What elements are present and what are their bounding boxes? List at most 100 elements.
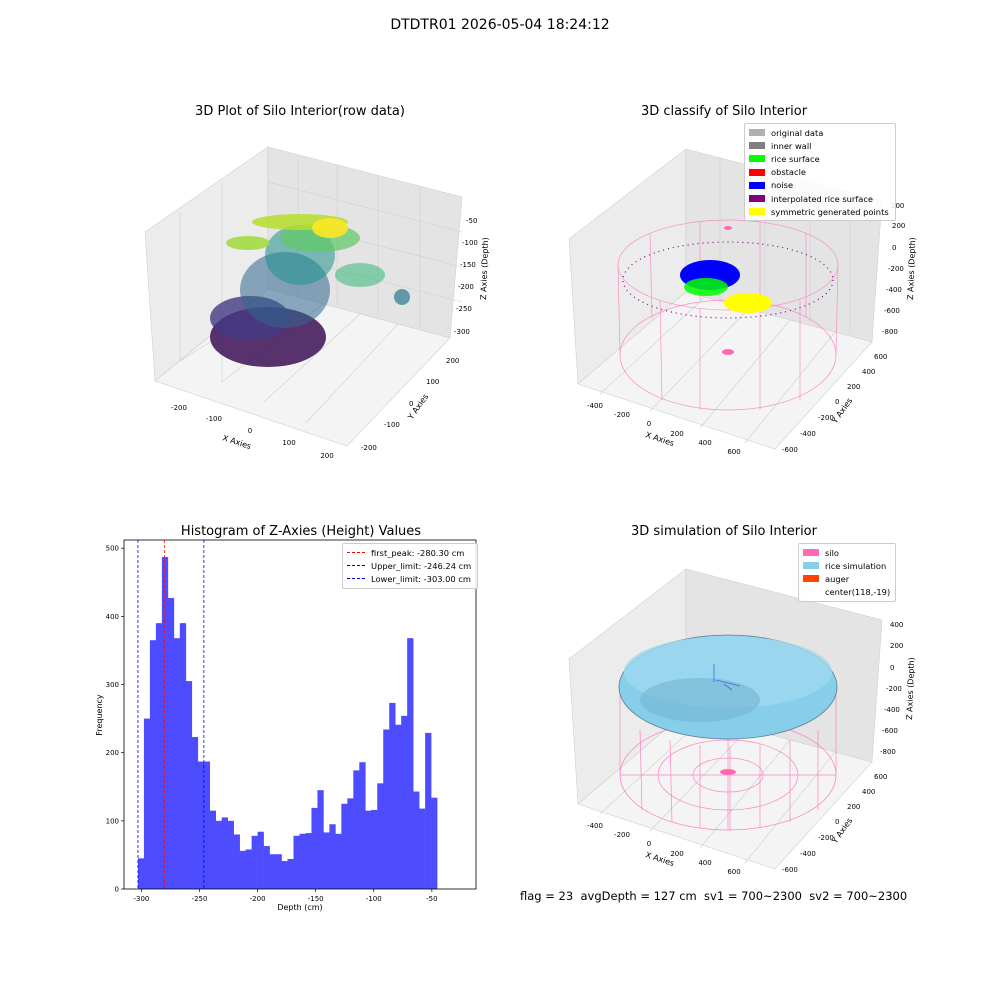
panel4-silo-center bbox=[720, 769, 736, 775]
legend-label: inner wall bbox=[771, 140, 812, 151]
histogram-bar bbox=[419, 808, 426, 889]
panel2-ylabel: Y Axies bbox=[830, 396, 855, 426]
panel1-xtick: 0 bbox=[248, 427, 252, 435]
histogram-bar bbox=[359, 762, 366, 889]
legend-label: auger bbox=[825, 573, 850, 584]
legend-label: rice surface bbox=[771, 153, 820, 164]
panel1-ytick: -200 bbox=[361, 444, 377, 452]
panel1-ztick: -50 bbox=[466, 217, 477, 225]
panel1-3d-plot: -200 -100 0 100 200 200 100 0 -100 -200 … bbox=[144, 146, 490, 460]
histogram-bar bbox=[263, 846, 270, 889]
panel2-xtick: 400 bbox=[698, 439, 711, 447]
panel4-ztick: -400 bbox=[884, 706, 900, 714]
histogram-bar bbox=[209, 810, 217, 889]
legend-label: silo bbox=[825, 547, 840, 558]
histogram-bar bbox=[311, 807, 318, 889]
panel4-rice-dip bbox=[640, 678, 760, 722]
panel2-ytick: -200 bbox=[818, 414, 834, 422]
panel4-title: 3D simulation of Silo Interior bbox=[631, 524, 817, 539]
histogram-bar bbox=[269, 854, 276, 889]
legend-label: obstacle bbox=[771, 167, 806, 178]
legend2-item: noise bbox=[749, 179, 891, 192]
histogram-bar bbox=[329, 824, 336, 889]
figure-title: DTDTR01 2026-05-04 18:24:12 bbox=[390, 17, 610, 33]
legend-label: noise bbox=[771, 180, 794, 191]
histogram-bar bbox=[365, 810, 372, 889]
histogram-bar bbox=[389, 702, 396, 889]
histogram-bar bbox=[197, 761, 205, 889]
histogram-bar bbox=[347, 798, 354, 889]
panel1-title: 3D Plot of Silo Interior(row data) bbox=[195, 104, 405, 119]
legend2-item: rice surface bbox=[749, 152, 891, 165]
histogram-xtick-label: -50 bbox=[426, 895, 437, 903]
histogram-bar bbox=[299, 833, 306, 889]
histogram-xtick-label: -300 bbox=[133, 895, 149, 903]
histogram-chart: -300 -250 -200 -150 -100 -50 0 100 200 300 400 500… bbox=[95, 539, 477, 912]
legend-label: rice simulation bbox=[825, 560, 887, 571]
panel2-title: 3D classify of Silo Interior bbox=[640, 104, 808, 119]
histogram-bar bbox=[287, 859, 294, 889]
histogram-bar bbox=[431, 797, 438, 889]
histogram-bar bbox=[215, 820, 223, 889]
panel1-xtick: -200 bbox=[171, 404, 187, 412]
panel4-ylabel: Y Axies bbox=[830, 816, 855, 846]
panel2-ztick: 0 bbox=[892, 244, 896, 252]
legend3-item: Lower_limit: -303.00 cm bbox=[347, 572, 473, 585]
panel1-point-cloud bbox=[210, 214, 410, 367]
panel2-legend: original data inner wall rice surface obsta… bbox=[744, 123, 896, 222]
panel1-ytick: 0 bbox=[409, 400, 413, 408]
legend3-item: first_peak: -280.30 cm bbox=[347, 546, 473, 559]
panel2-ztick-partial: 200 bbox=[891, 202, 904, 210]
histogram-bar bbox=[185, 681, 193, 889]
panel4-ytick: -600 bbox=[782, 866, 798, 874]
panel2-zlabel: Z Axies (Depth) bbox=[906, 237, 917, 300]
histogram-vlines bbox=[137, 540, 205, 889]
legend4-item: auger bbox=[803, 572, 891, 585]
panel4-xtick: -200 bbox=[614, 831, 630, 839]
panel2-ztick: -400 bbox=[886, 286, 902, 294]
legend-swatch bbox=[749, 168, 765, 176]
panel4-xtick: 400 bbox=[698, 859, 711, 867]
panel2-silo-center bbox=[722, 349, 734, 355]
panel2-ytick: -400 bbox=[800, 430, 816, 438]
histogram-bar bbox=[137, 858, 145, 889]
panel1-xtick: 100 bbox=[282, 439, 295, 447]
histogram-ytick-label: 0 bbox=[115, 886, 119, 894]
panel1-xlabel: X Axies bbox=[221, 433, 252, 451]
panel4-auger bbox=[713, 664, 741, 691]
panel2-ytick: 600 bbox=[874, 353, 887, 361]
legend-swatch bbox=[749, 208, 765, 216]
panel4-ytick: -400 bbox=[800, 850, 816, 858]
histogram-bar bbox=[341, 803, 348, 889]
histogram-frame bbox=[123, 539, 477, 890]
legend-swatch bbox=[803, 589, 819, 596]
legend2-item: interpolated rice surface bbox=[749, 192, 891, 205]
histogram-bar bbox=[413, 791, 420, 889]
legend-swatch bbox=[749, 129, 765, 137]
histogram-bar bbox=[353, 770, 360, 889]
panel1-ytick: -100 bbox=[384, 421, 400, 429]
panel4-zlabel: Z Axies (Depth) bbox=[905, 657, 916, 720]
legend-label: first_peak: -280.30 cm bbox=[371, 547, 465, 558]
panel1-ztick: -150 bbox=[460, 261, 476, 269]
panel2-ztick: 200 bbox=[892, 222, 905, 230]
legend-swatch bbox=[749, 142, 765, 150]
panel4-silo-wireframe bbox=[619, 685, 837, 831]
histogram-xtick-label: -250 bbox=[192, 895, 208, 903]
histogram-bar bbox=[425, 732, 432, 889]
histogram-bar bbox=[203, 761, 211, 889]
histogram-bar bbox=[317, 790, 324, 889]
legend-swatch bbox=[803, 562, 819, 570]
histogram-bar bbox=[257, 831, 264, 889]
panel2-interpolated-surface bbox=[622, 241, 834, 319]
panel4-xtick: 600 bbox=[727, 868, 740, 876]
histogram-bar bbox=[245, 849, 252, 889]
panel2-ytick: 0 bbox=[835, 398, 839, 406]
histogram-ytick-label: 200 bbox=[106, 749, 119, 757]
panel2-rice-surface-points bbox=[684, 278, 728, 296]
histogram-bar bbox=[335, 833, 342, 889]
panel2-symmetric-points bbox=[724, 293, 772, 313]
legend-label: interpolated rice surface bbox=[771, 193, 874, 204]
panel2-xtick: -400 bbox=[587, 402, 603, 410]
panel4-xtick: -400 bbox=[587, 822, 603, 830]
